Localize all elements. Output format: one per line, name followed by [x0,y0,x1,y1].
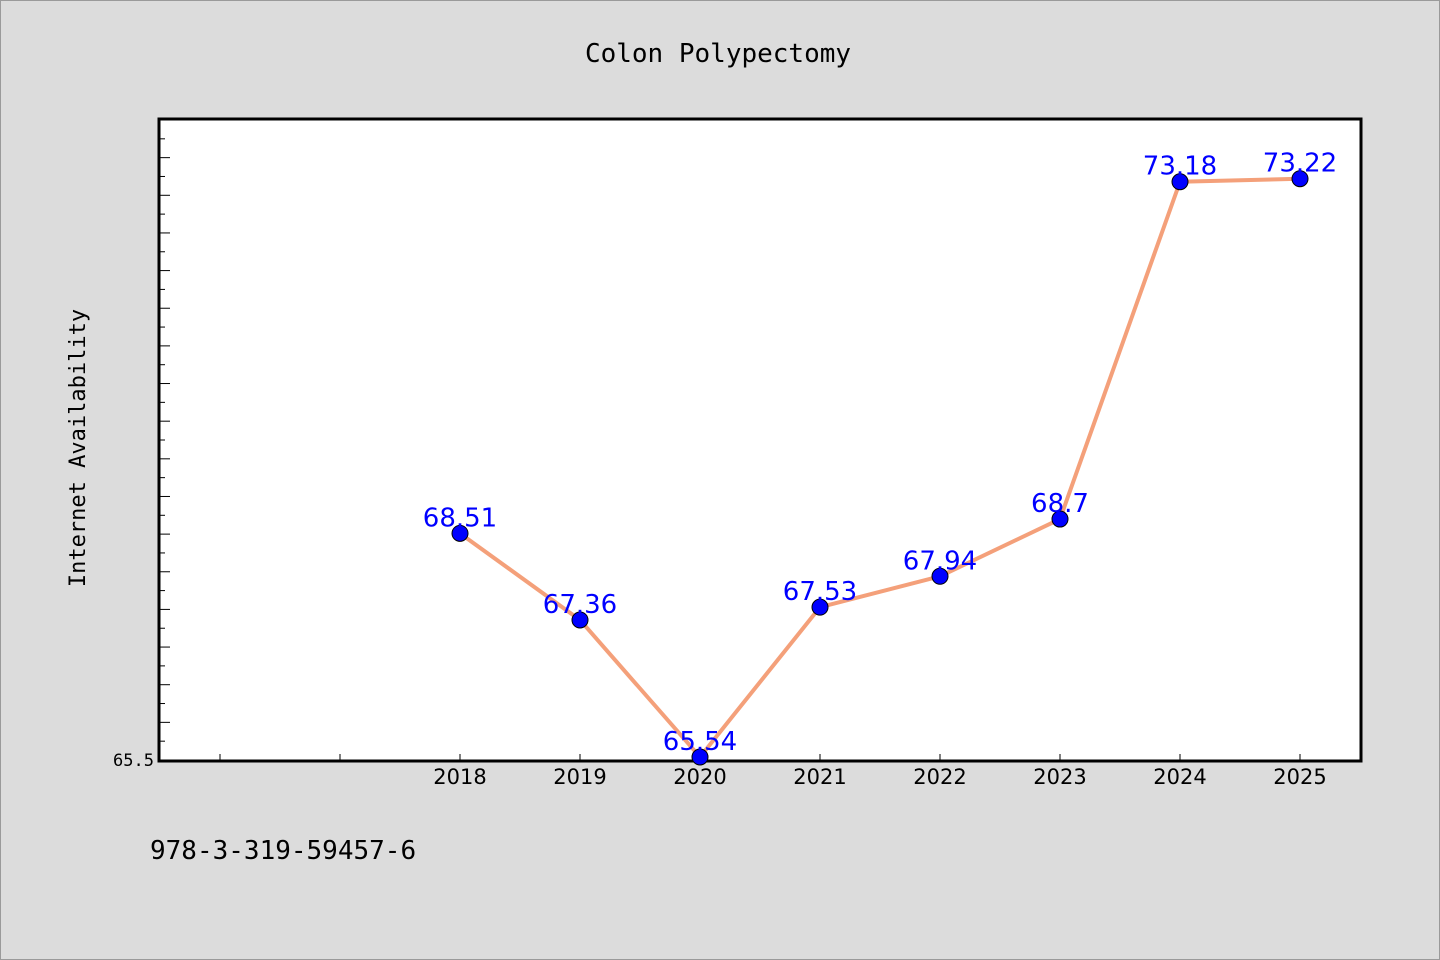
data-labels: 68.51 67.36 65.54 67.53 67.94 68.7 73.18 73.22 [423,149,1337,757]
data-point [571,611,589,629]
data-label: 68.51 [423,503,497,533]
chart-title: Colon Polypectomy [585,39,851,69]
data-label: 67.53 [783,577,857,607]
y-tick-label: 65.5 [113,751,154,771]
x-tick-label: 2019 [553,765,606,789]
x-tick-label: 2018 [433,765,486,789]
data-point [451,524,469,542]
data-point [691,748,709,766]
series-markers [451,170,1309,766]
data-point [1171,173,1189,191]
x-tick-label: 2023 [1033,765,1086,789]
y-axis-ticks: 65.5 [113,119,170,771]
data-point [1291,170,1309,188]
data-point [931,567,949,585]
data-label: 73.18 [1143,152,1217,182]
x-tick-label: 2021 [793,765,846,789]
x-tick-label: 2024 [1153,765,1206,789]
data-point [811,598,829,616]
data-label: 67.94 [903,546,977,576]
x-tick-label: 2020 [673,765,726,789]
x-axis-ticks: 2018 2019 2020 2021 2022 2023 2024 2025 [219,754,1327,789]
series-line [458,176,1301,759]
data-point [1051,510,1069,528]
y-axis-label: Internet Availability [66,309,91,587]
footer-code: 978-3-319-59457-6 [150,836,417,866]
x-tick-label: 2025 [1273,765,1326,789]
data-label: 73.22 [1263,149,1337,179]
data-label: 68.7 [1031,489,1089,519]
x-tick-label: 2022 [913,765,966,789]
data-label: 65.54 [663,727,737,757]
plot-area [157,117,1363,763]
data-label: 67.36 [543,590,617,620]
